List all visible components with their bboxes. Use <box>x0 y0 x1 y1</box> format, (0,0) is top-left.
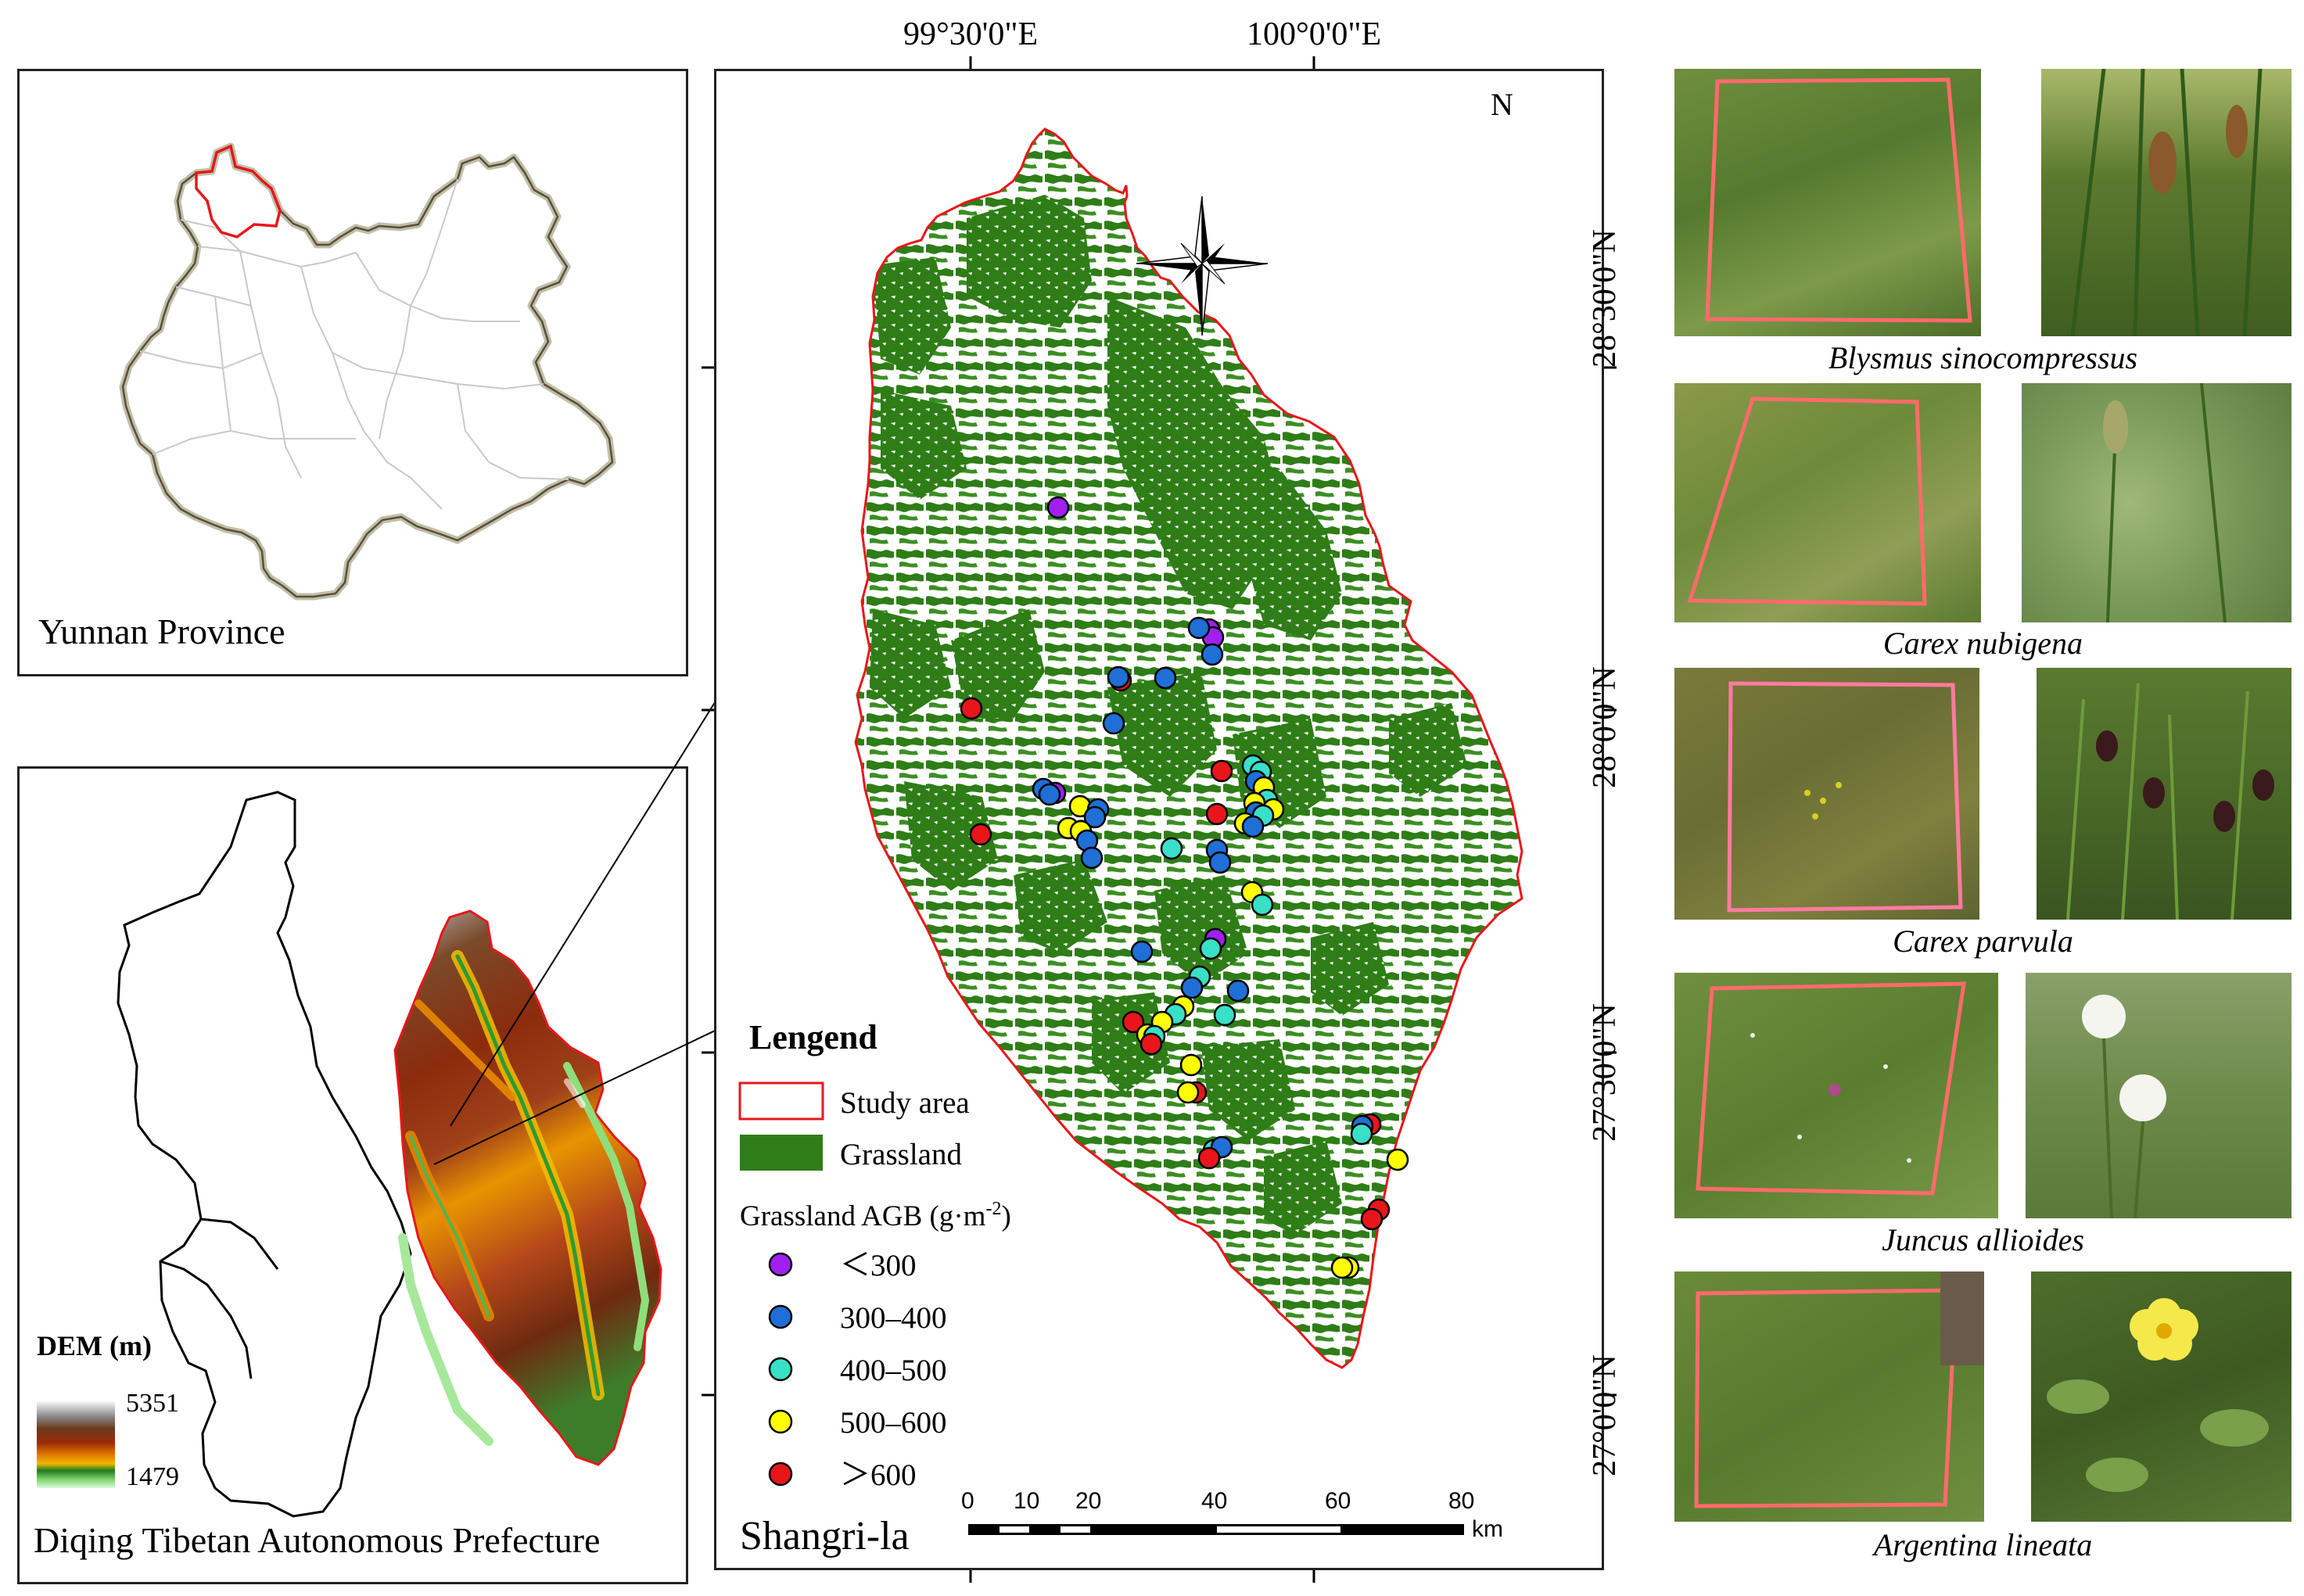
sample-point <box>1083 805 1107 829</box>
scale-tick-label: 40 <box>1201 1488 1227 1514</box>
legend-class-swatch <box>768 1304 793 1329</box>
sample-point <box>1121 1010 1145 1034</box>
legend-grassland-label: Grassland <box>840 1138 962 1171</box>
quadrat-photo-5 <box>1674 1271 1984 1522</box>
dem-colorbar <box>37 1401 115 1488</box>
scale-tick-label: 0 <box>961 1488 974 1514</box>
diqing-dem-map: DEM (m) 5351 1479 <box>37 791 662 1518</box>
legend-title: Lengend <box>749 1018 877 1056</box>
legend-study-area-swatch <box>738 1081 824 1121</box>
sample-point <box>1208 851 1232 874</box>
inset-diqing: DEM (m) 5351 1479 Diqing Tibetan Autonom… <box>17 766 688 1584</box>
sample-point <box>1350 1122 1373 1146</box>
quadrat-photo-3 <box>1674 668 1979 920</box>
scale-tick-label: 10 <box>1014 1488 1039 1514</box>
north-label: N <box>1491 87 1513 122</box>
sample-point <box>1107 665 1130 689</box>
lat-label-3: 27°30'0"N <box>1587 1003 1623 1142</box>
quadrat-photo-1 <box>1674 69 1981 336</box>
scale-tick-label: 60 <box>1325 1488 1351 1514</box>
species-caption-4: Juncus allioides <box>1882 1222 2084 1257</box>
legend-class-label: ＜300 <box>840 1249 917 1282</box>
sample-point <box>1187 616 1211 640</box>
sample-point <box>1205 802 1229 826</box>
scale-tick-label: 20 <box>1075 1488 1101 1514</box>
legend-class-label: 400–500 <box>840 1354 947 1387</box>
legend-class-swatch <box>768 1252 793 1277</box>
inset-diqing-label: Diqing Tibetan Autonomous Prefecture <box>34 1520 601 1560</box>
species-photo-5 <box>2031 1271 2291 1522</box>
inset-yunnan: Yunnan Province <box>17 69 688 676</box>
yunnan-outline-map <box>119 142 616 601</box>
sample-point <box>1330 1256 1354 1279</box>
legend-class-swatch <box>768 1409 793 1434</box>
sample-point <box>1251 893 1274 916</box>
lon-label-1: 99°30'0"E <box>903 16 1039 52</box>
main-map-frame: . <box>714 69 1604 1570</box>
quadrat-photo-4 <box>1674 973 1998 1218</box>
legend-class-label: 500–600 <box>840 1406 947 1440</box>
lat-label-2: 28°0'0"N <box>1587 666 1623 788</box>
species-photo-4 <box>2026 973 2291 1218</box>
sample-point <box>1199 937 1222 960</box>
sample-point <box>1197 1146 1221 1170</box>
legend-class-label: ＞600 <box>840 1458 917 1492</box>
sample-point <box>1176 1081 1200 1104</box>
sample-point <box>1139 1032 1163 1056</box>
scale-bar: 0 10 20 40 60 80 km <box>961 1488 1503 1542</box>
sample-point <box>1210 759 1233 783</box>
sample-point <box>1154 666 1177 690</box>
dem-min-label: 1479 <box>126 1462 179 1491</box>
sample-point <box>1180 976 1204 999</box>
sample-point <box>1160 837 1183 860</box>
scale-tick-label: 80 <box>1448 1488 1474 1514</box>
species-caption-1: Blysmus sinocompressus <box>1828 340 2138 375</box>
lat-label-1: 28°30'0"N <box>1587 229 1623 368</box>
sample-point <box>1179 1053 1203 1077</box>
species-caption-2: Carex nubigena <box>1882 626 2083 661</box>
species-photo-3 <box>2037 668 2291 920</box>
species-caption-5: Argentina lineata <box>1873 1527 2093 1562</box>
sample-point <box>960 697 983 720</box>
map-name: Shangri-la <box>740 1514 910 1558</box>
legend-class-swatch <box>768 1357 793 1382</box>
scale-unit: km <box>1472 1516 1503 1542</box>
sample-point <box>969 823 992 846</box>
legend-class-label: 300–400 <box>840 1301 947 1335</box>
inset-yunnan-label: Yunnan Province <box>38 612 285 651</box>
legend-grassland-swatch <box>740 1135 823 1171</box>
shangrila-map: . <box>738 127 1523 1558</box>
dem-max-label: 5351 <box>126 1389 179 1418</box>
species-caption-3: Carex parvula <box>1893 924 2073 959</box>
lon-label-2: 100°0'0"E <box>1247 16 1382 52</box>
sample-point <box>1200 643 1224 666</box>
sample-point <box>1241 815 1265 838</box>
sample-point <box>1080 846 1104 870</box>
sample-point <box>1130 940 1154 963</box>
legend-class-swatch <box>768 1462 793 1487</box>
sample-point <box>1102 712 1125 735</box>
legend-agb-title: Grassland AGB (g·m-2) <box>740 1199 1011 1232</box>
lat-label-4: 27°0'0"N <box>1587 1354 1623 1476</box>
legend-study-area-label: Study area <box>840 1086 970 1120</box>
compass-icon <box>1136 195 1269 336</box>
sample-point <box>1386 1148 1409 1171</box>
sample-point <box>1213 1003 1236 1027</box>
quadrat-photo-2 <box>1674 383 1981 622</box>
sample-point <box>1360 1207 1383 1231</box>
species-photo-2 <box>2022 383 2291 622</box>
sample-point <box>1226 979 1250 1002</box>
sample-point <box>1046 496 1070 519</box>
sample-points <box>960 496 1409 1279</box>
dem-title: DEM (m) <box>37 1330 152 1361</box>
sample-point <box>1038 783 1061 806</box>
species-photo-1 <box>2041 69 2291 336</box>
